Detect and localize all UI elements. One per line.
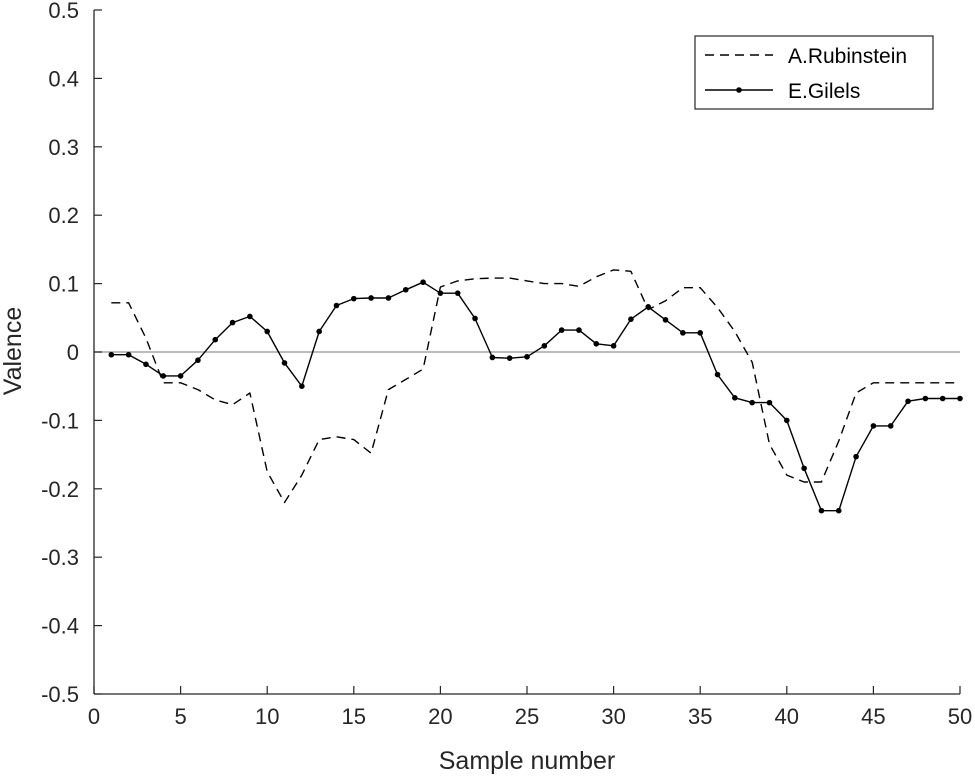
data-point-e-gilels xyxy=(853,453,859,460)
legend-marker-e-gilels xyxy=(736,87,742,93)
ticks-layer: 0 5 10 15 20 25 30 35 40 45 50 -0.5 -0.4 -0.3 -0.2 -0.1… xyxy=(41,0,972,729)
x-tick-label: 10 xyxy=(255,704,279,729)
data-point-e-gilels xyxy=(316,328,322,335)
y-tick-label: 0.4 xyxy=(48,66,79,91)
data-point-e-gilels xyxy=(957,395,963,402)
x-tick-label: 0 xyxy=(88,704,100,729)
y-tick-label: -0.5 xyxy=(41,682,79,707)
x-tick-label: 15 xyxy=(342,704,366,729)
data-point-e-gilels xyxy=(420,279,426,286)
data-point-e-gilels xyxy=(835,507,842,514)
data-point-e-gilels xyxy=(732,395,738,401)
series-layer xyxy=(108,269,963,514)
data-point-e-gilels xyxy=(506,355,513,361)
data-point-e-gilels xyxy=(645,304,652,310)
data-point-e-gilels xyxy=(472,315,478,322)
legend-box xyxy=(694,35,934,110)
x-tick-label: 25 xyxy=(515,704,539,729)
data-point-e-gilels xyxy=(281,360,288,366)
y-tick-label: 0.5 xyxy=(48,0,79,23)
data-point-e-gilels xyxy=(541,343,548,349)
data-point-e-gilels xyxy=(437,290,444,296)
data-point-e-gilels xyxy=(454,290,461,296)
data-point-e-gilels xyxy=(264,328,271,335)
x-tick-label: 35 xyxy=(688,704,712,729)
series-line-a-rubinstein xyxy=(111,269,960,504)
data-point-e-gilels xyxy=(784,417,790,424)
data-point-e-gilels xyxy=(143,361,149,368)
data-point-e-gilels xyxy=(489,354,496,361)
data-point-e-gilels xyxy=(160,373,167,379)
data-point-e-gilels xyxy=(766,399,773,406)
data-point-e-gilels xyxy=(229,319,236,326)
legend-label-a-rubinstein: A.Rubinstein xyxy=(788,45,907,68)
data-point-e-gilels xyxy=(922,395,929,402)
data-point-e-gilels xyxy=(212,336,219,343)
y-tick-label: 0.2 xyxy=(48,203,79,228)
data-point-e-gilels xyxy=(610,343,617,349)
data-point-e-gilels xyxy=(714,371,721,378)
x-tick-label: 40 xyxy=(775,704,799,729)
data-point-e-gilels xyxy=(195,357,201,364)
data-point-e-gilels xyxy=(662,317,669,323)
y-tick-label: 0.3 xyxy=(48,135,79,160)
data-point-e-gilels xyxy=(818,507,825,514)
data-point-e-gilels xyxy=(524,353,530,360)
y-axis-title: Valence xyxy=(0,307,27,396)
data-point-e-gilels xyxy=(870,423,877,429)
y-tick-label: 0 xyxy=(67,340,79,365)
data-point-e-gilels xyxy=(368,295,374,301)
data-point-e-gilels xyxy=(385,295,392,301)
y-tick-label: -0.4 xyxy=(41,614,79,639)
data-point-e-gilels xyxy=(887,423,894,429)
x-tick-label: 50 xyxy=(948,704,972,729)
data-point-e-gilels xyxy=(558,327,565,333)
data-point-e-gilels xyxy=(177,373,184,379)
data-point-e-gilels xyxy=(299,383,305,390)
x-tick-label: 30 xyxy=(601,704,625,729)
x-axis-title: Sample number xyxy=(439,747,615,775)
y-tick-label: -0.1 xyxy=(41,408,79,433)
legend-label-e-gilels: E.Gilels xyxy=(788,80,860,103)
data-point-e-gilels xyxy=(697,330,703,336)
y-tick-label: 0.1 xyxy=(48,272,79,297)
x-tick-label: 20 xyxy=(428,704,452,729)
legend: A.Rubinstein E.Gilels xyxy=(694,35,934,110)
data-point-e-gilels xyxy=(749,399,755,406)
series-line-e-gilels xyxy=(111,281,960,512)
y-tick-label: -0.3 xyxy=(41,545,79,570)
y-tick-label: -0.2 xyxy=(41,477,79,502)
data-point-e-gilels xyxy=(801,465,807,472)
data-point-e-gilels xyxy=(333,302,340,309)
data-point-e-gilels xyxy=(905,398,911,405)
data-point-e-gilels xyxy=(576,327,582,333)
data-point-e-gilels xyxy=(125,351,132,358)
data-point-e-gilels xyxy=(593,340,600,347)
data-point-e-gilels xyxy=(628,316,634,322)
data-point-e-gilels xyxy=(351,295,357,302)
data-point-e-gilels xyxy=(680,330,686,336)
data-point-e-gilels xyxy=(939,395,946,402)
x-tick-label: 45 xyxy=(861,704,885,729)
data-point-e-gilels xyxy=(108,351,115,358)
data-point-e-gilels xyxy=(402,286,409,293)
x-tick-label: 5 xyxy=(174,704,186,729)
data-point-e-gilels xyxy=(247,313,253,320)
